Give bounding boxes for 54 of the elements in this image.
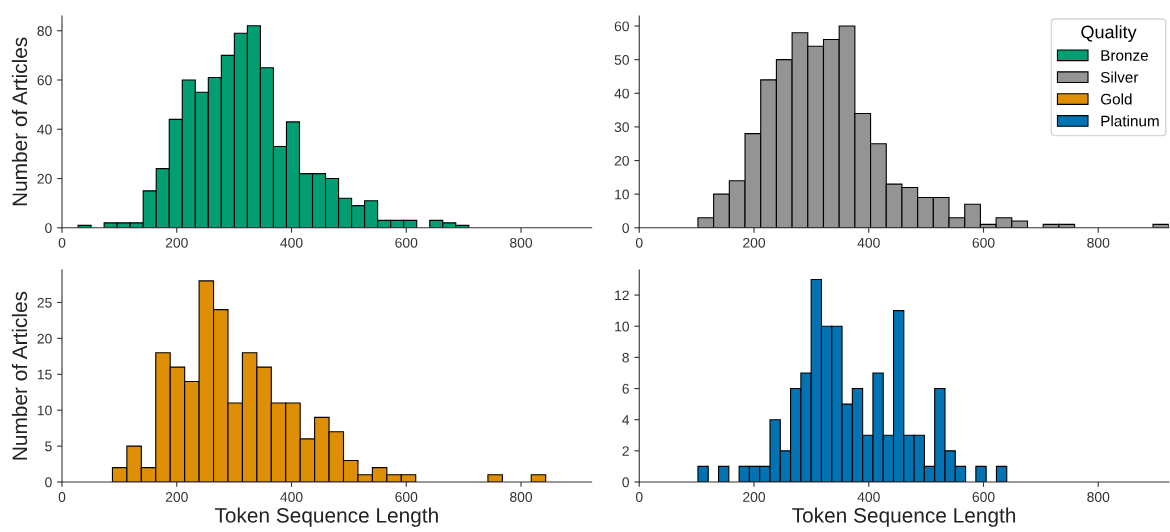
- x-tick-label: 0: [635, 237, 643, 248]
- x-tick-label: 0: [58, 492, 66, 502]
- x-tick-label: 600: [395, 237, 418, 248]
- y-tick-label: 80: [37, 26, 52, 36]
- x-tick-label: 200: [743, 237, 766, 248]
- y-tick-label: 10: [37, 405, 52, 416]
- x-tick-label: 600: [972, 492, 995, 502]
- x-tick-label: 600: [395, 492, 418, 502]
- y-tick-label: 10: [615, 321, 629, 332]
- x-tick-label: 200: [165, 237, 188, 248]
- y-tick-label: 0: [45, 477, 52, 488]
- x-tick-label: 400: [857, 237, 880, 248]
- legend-label: Platinum: [1101, 115, 1159, 127]
- x-tick-label: 600: [972, 237, 995, 248]
- y-tick-label: 60: [614, 21, 629, 32]
- y-tick-label: 40: [614, 88, 629, 99]
- y-axis-title: Number of Articles: [11, 291, 28, 460]
- legend-label: Gold: [1100, 93, 1132, 105]
- y-tick-label: 50: [614, 55, 629, 65]
- y-tick-label: 2: [622, 446, 629, 456]
- x-axis-title: Token Sequence Length: [792, 507, 1016, 527]
- x-tick-label: 200: [165, 492, 188, 502]
- y-tick-label: 15: [37, 369, 52, 380]
- y-tick-label: 4: [622, 415, 630, 425]
- y-tick-label: 20: [614, 155, 629, 166]
- y-tick-label: 8: [622, 352, 629, 363]
- y-tick-label: 0: [45, 223, 52, 233]
- x-tick-label: 800: [510, 492, 533, 502]
- y-tick-label: 10: [615, 189, 629, 200]
- y-tick-label: 0: [622, 477, 629, 488]
- x-tick-label: 0: [635, 492, 643, 502]
- legend-title: Quality: [1081, 25, 1137, 42]
- x-tick-label: 400: [280, 492, 303, 502]
- y-tick-label: 25: [37, 297, 52, 308]
- y-tick-label: 60: [37, 75, 52, 86]
- x-tick-label: 800: [1087, 237, 1110, 248]
- x-tick-label: 400: [280, 237, 303, 248]
- y-tick-label: 40: [37, 124, 52, 135]
- y-tick-label: 12: [615, 290, 629, 301]
- y-tick-label: 6: [622, 383, 629, 394]
- y-axis-title: Number of Articles: [11, 37, 28, 206]
- x-tick-label: 400: [857, 492, 880, 502]
- y-tick-label: 20: [37, 173, 52, 184]
- y-tick-label: 0: [622, 223, 629, 233]
- x-tick-label: 800: [1087, 492, 1110, 502]
- x-axis-title: Token Sequence Length: [214, 507, 438, 527]
- x-tick-label: 200: [743, 492, 766, 502]
- y-tick-label: 5: [45, 441, 52, 452]
- legend-label: Silver: [1100, 71, 1139, 83]
- y-tick-label: 20: [37, 333, 52, 344]
- x-tick-label: 0: [58, 237, 66, 248]
- x-tick-label: 800: [510, 237, 533, 248]
- y-tick-label: 30: [614, 122, 629, 133]
- legend-label: Bronze: [1101, 50, 1148, 61]
